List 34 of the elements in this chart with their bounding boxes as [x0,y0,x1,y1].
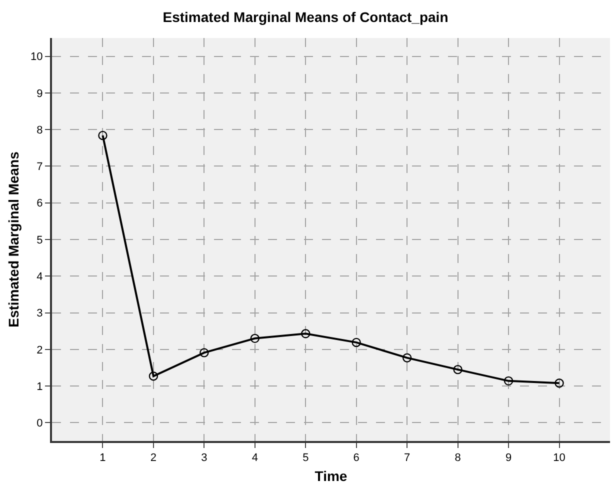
point [504,376,514,386]
point [148,372,158,381]
x-tick-label: 10 [553,452,566,464]
y-tick-label: 1 [36,380,43,393]
y-tick-label: 8 [36,124,43,136]
x-tick-label: 9 [505,452,512,464]
x-tick-label: 1 [100,452,106,464]
point [200,348,209,358]
y-tick-label: 3 [36,308,43,320]
point [554,378,564,388]
y-tick-label: 0 [36,418,43,430]
x-tick-label: 6 [353,452,360,464]
point [453,364,462,374]
y-tick-label: 2 [36,344,43,356]
point [250,334,260,344]
x-tick-label: 3 [201,452,208,464]
y-tick-label: 9 [36,88,43,100]
point [301,329,310,338]
y-tick-label: 4 [36,270,43,283]
y-tick-label: 5 [36,234,43,246]
x-tick-label: 2 [150,452,157,464]
point [352,338,361,348]
chart-title: Estimated Marginal Means of Contact_pain [162,8,448,25]
x-tick-label: 8 [454,452,461,464]
x-tick-label: 7 [404,452,410,464]
y-tick-label: 10 [30,51,43,64]
x-axis-title: Time [314,468,348,484]
y-axis-title: Estimated Marginal Means [6,151,22,328]
point [98,130,108,140]
x-tick-label: 5 [302,452,309,464]
point [402,353,412,362]
x-tick-label: 4 [252,452,258,464]
y-tick-label: 7 [36,161,43,174]
y-tick-label: 6 [36,198,43,210]
